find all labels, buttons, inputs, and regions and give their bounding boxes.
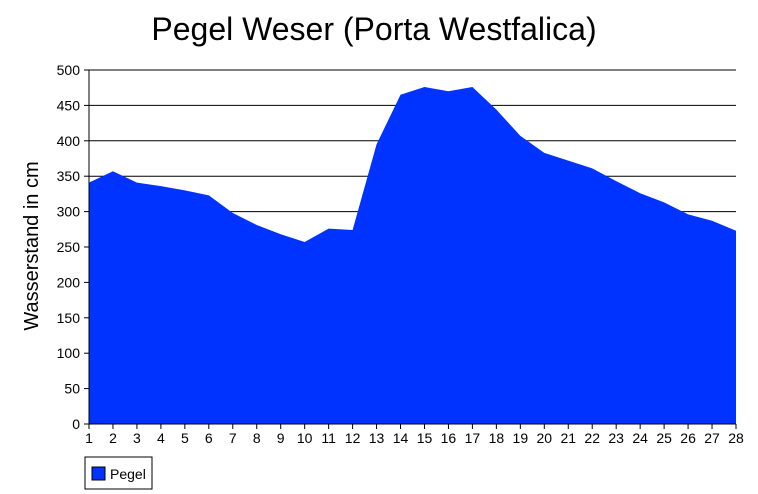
x-tick-label-2: 2: [109, 430, 117, 446]
x-tick-label-25: 25: [656, 430, 672, 446]
x-tick-label-11: 11: [321, 430, 336, 446]
x-tick-label-23: 23: [608, 430, 624, 446]
legend-label-pegel: Pegel: [110, 466, 146, 482]
x-tick-label-27: 27: [704, 430, 720, 446]
x-tick-label-19: 19: [513, 430, 529, 446]
y-axis-label: Wasserstand in cm: [21, 161, 43, 330]
x-tick-label-24: 24: [632, 430, 648, 446]
x-tick-label-4: 4: [157, 430, 165, 446]
x-tick-label-13: 13: [369, 430, 385, 446]
x-tick-label-5: 5: [181, 430, 189, 446]
y-tick-label-500: 500: [57, 62, 81, 78]
x-tick-label-20: 20: [537, 430, 553, 446]
x-tick-label-6: 6: [205, 430, 213, 446]
x-tick-label-21: 21: [560, 430, 576, 446]
y-tick-label-450: 450: [57, 97, 81, 113]
x-tick-label-7: 7: [229, 430, 237, 446]
area-series-pegel: [89, 86, 736, 424]
y-tick-label-350: 350: [57, 168, 81, 184]
x-tick-label-28: 28: [728, 430, 744, 446]
series-area: [89, 86, 736, 424]
x-tick-label-18: 18: [489, 430, 505, 446]
y-tick-label-300: 300: [57, 204, 81, 220]
x-tick-label-12: 12: [345, 430, 361, 446]
y-tick-label-50: 50: [64, 381, 80, 397]
x-tick-label-15: 15: [417, 430, 433, 446]
x-tick-label-26: 26: [680, 430, 696, 446]
chart-title: Pegel Weser (Porta Westfalica): [151, 11, 596, 47]
x-tick-label-17: 17: [465, 430, 481, 446]
y-tick-label-0: 0: [72, 416, 80, 432]
legend-swatch-pegel: [91, 466, 106, 481]
y-tick-label-400: 400: [57, 133, 81, 149]
x-tick-label-14: 14: [393, 430, 409, 446]
y-tick-label-100: 100: [57, 345, 81, 361]
y-tick-label-200: 200: [57, 274, 81, 290]
x-tick-label-16: 16: [441, 430, 457, 446]
x-tick-label-22: 22: [584, 430, 600, 446]
x-tick-label-3: 3: [133, 430, 141, 446]
x-tick-label-9: 9: [277, 430, 285, 446]
x-tick-label-10: 10: [297, 430, 313, 446]
x-tick-label-1: 1: [85, 430, 93, 446]
legend: Pegel: [84, 456, 153, 490]
x-tick-label-8: 8: [253, 430, 261, 446]
y-tick-label-150: 150: [57, 310, 81, 326]
y-tick-label-250: 250: [57, 239, 81, 255]
